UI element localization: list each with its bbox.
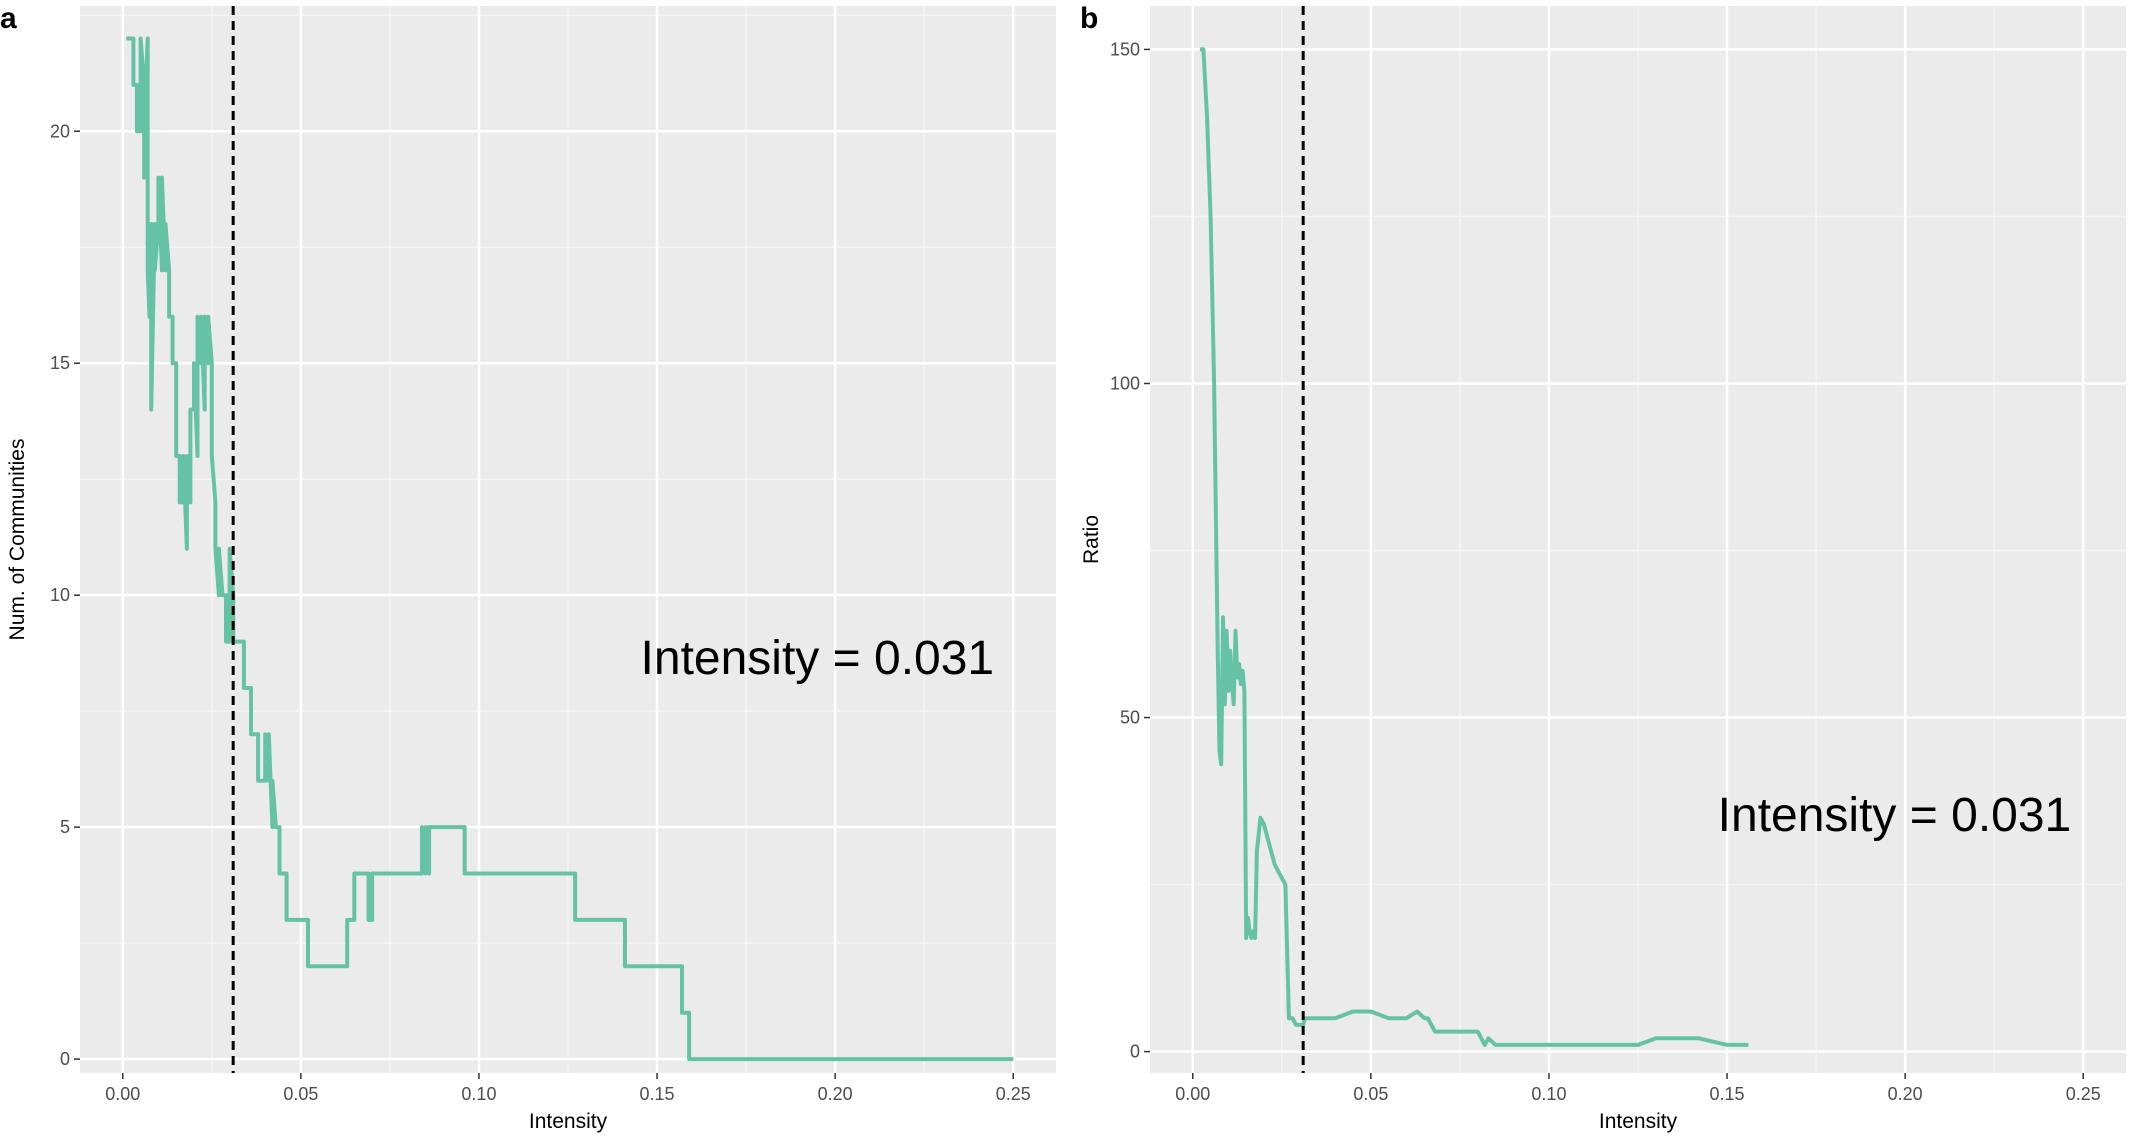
y-tick-label: 150 <box>1110 39 1140 59</box>
x-tick-label: 0.05 <box>1353 1084 1388 1104</box>
series-line-b <box>1199 47 1749 1047</box>
y-tick-label: 20 <box>50 121 70 141</box>
x-tick-label: 0.00 <box>105 1084 140 1104</box>
y-tick-label: 100 <box>1110 373 1140 393</box>
y-tick-label: 50 <box>1120 708 1140 728</box>
panel-b: b 0 50 100 150 0.00 0.05 0.10 0.15 0.20 0.25 Int… <box>1080 2 2126 1133</box>
x-tick-label: 0.25 <box>2066 1084 2101 1104</box>
grid-a <box>80 6 1056 1073</box>
x-tick-label: 0.10 <box>1531 1084 1566 1104</box>
y-axis-ticks-a: 0 5 10 15 20 <box>50 121 80 1069</box>
x-axis-title-a: Intensity <box>529 1110 608 1133</box>
panel-label-a: a <box>0 2 17 35</box>
x-axis-ticks-a: 0.00 0.05 0.10 0.15 0.20 0.25 <box>105 1073 1031 1104</box>
panel-label-b: b <box>1080 2 1098 35</box>
series-line-a <box>126 36 1014 1062</box>
y-tick-label: 0 <box>60 1049 70 1069</box>
annotation-a: Intensity = 0.031 <box>641 632 995 685</box>
x-axis-title-b: Intensity <box>1599 1110 1678 1133</box>
grid-b <box>1150 6 2126 1073</box>
x-axis-ticks-b: 0.00 0.05 0.10 0.15 0.20 0.25 <box>1175 1073 2101 1104</box>
x-tick-label: 0.15 <box>640 1084 675 1104</box>
y-tick-label: 10 <box>50 585 70 605</box>
x-tick-label: 0.00 <box>1175 1084 1210 1104</box>
panel-a: a 0 5 10 15 20 0.00 0.05 0.10 0.15 0.20 0.25 Inte… <box>0 2 1056 1133</box>
y-axis-ticks-b: 0 50 100 150 <box>1110 39 1150 1062</box>
x-tick-label: 0.20 <box>1888 1084 1923 1104</box>
y-tick-label: 5 <box>60 817 70 837</box>
x-tick-label: 0.05 <box>283 1084 318 1104</box>
x-tick-label: 0.15 <box>1710 1084 1745 1104</box>
x-tick-label: 0.20 <box>818 1084 853 1104</box>
y-tick-label: 0 <box>1130 1042 1140 1062</box>
x-tick-label: 0.25 <box>996 1084 1031 1104</box>
annotation-b: Intensity = 0.031 <box>1718 789 2072 842</box>
y-axis-title-a: Num. of Communities <box>6 439 29 641</box>
x-tick-label: 0.10 <box>461 1084 496 1104</box>
y-axis-title-b: Ratio <box>1080 515 1103 564</box>
y-tick-label: 15 <box>50 353 70 373</box>
